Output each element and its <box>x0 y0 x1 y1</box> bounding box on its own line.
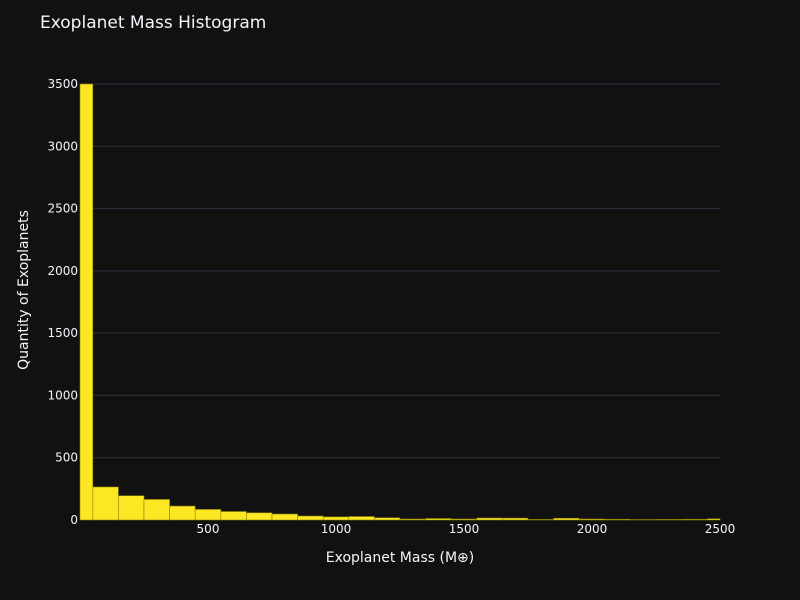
y-axis-title: Quantity of Exoplanets <box>16 210 32 370</box>
y-tick-label: 2500 <box>47 202 78 216</box>
histogram-bar <box>604 518 631 521</box>
y-tick-label: 3000 <box>47 139 78 153</box>
histogram-bar <box>271 513 298 521</box>
x-axis-title: Exoplanet Mass (M⊕) <box>326 550 474 566</box>
histogram-bar <box>297 515 324 521</box>
histogram-bar <box>399 518 426 521</box>
histogram-bar <box>118 495 145 521</box>
histogram-bar <box>194 509 222 521</box>
y-tick-label: 1000 <box>47 388 78 402</box>
histogram-bar <box>143 499 170 521</box>
histogram-bar <box>681 518 708 521</box>
histogram-bar <box>502 517 529 521</box>
histogram-bar <box>527 519 554 521</box>
histogram-bar <box>322 516 350 521</box>
histogram-bar <box>92 486 119 521</box>
x-tick-label: 2000 <box>577 522 608 536</box>
histogram-bar <box>476 517 503 521</box>
y-tick-label: 3500 <box>47 77 78 91</box>
x-tick-label: 2500 <box>705 522 736 536</box>
histogram-bar <box>450 518 478 521</box>
histogram-bar <box>655 519 682 521</box>
histogram-bar <box>220 511 247 521</box>
y-tick-label: 1500 <box>47 326 78 340</box>
x-tick-label: 1500 <box>449 522 480 536</box>
histogram-bar <box>79 83 94 521</box>
histogram-bar <box>706 518 721 521</box>
histogram-bar <box>553 517 580 521</box>
x-tick-label: 1000 <box>321 522 352 536</box>
histogram-bar <box>246 512 273 521</box>
histogram-bar <box>425 518 452 521</box>
x-tick-label: 500 <box>197 522 220 536</box>
y-tick-label: 500 <box>55 451 78 465</box>
histogram-bar <box>348 516 375 521</box>
histogram-bar <box>169 505 196 521</box>
y-tick-label: 2000 <box>47 264 78 278</box>
histogram-bar <box>374 517 401 521</box>
y-tick-label: 0 <box>70 513 78 527</box>
histogram-bar <box>578 518 606 521</box>
chart-title: Exoplanet Mass Histogram <box>40 13 267 33</box>
